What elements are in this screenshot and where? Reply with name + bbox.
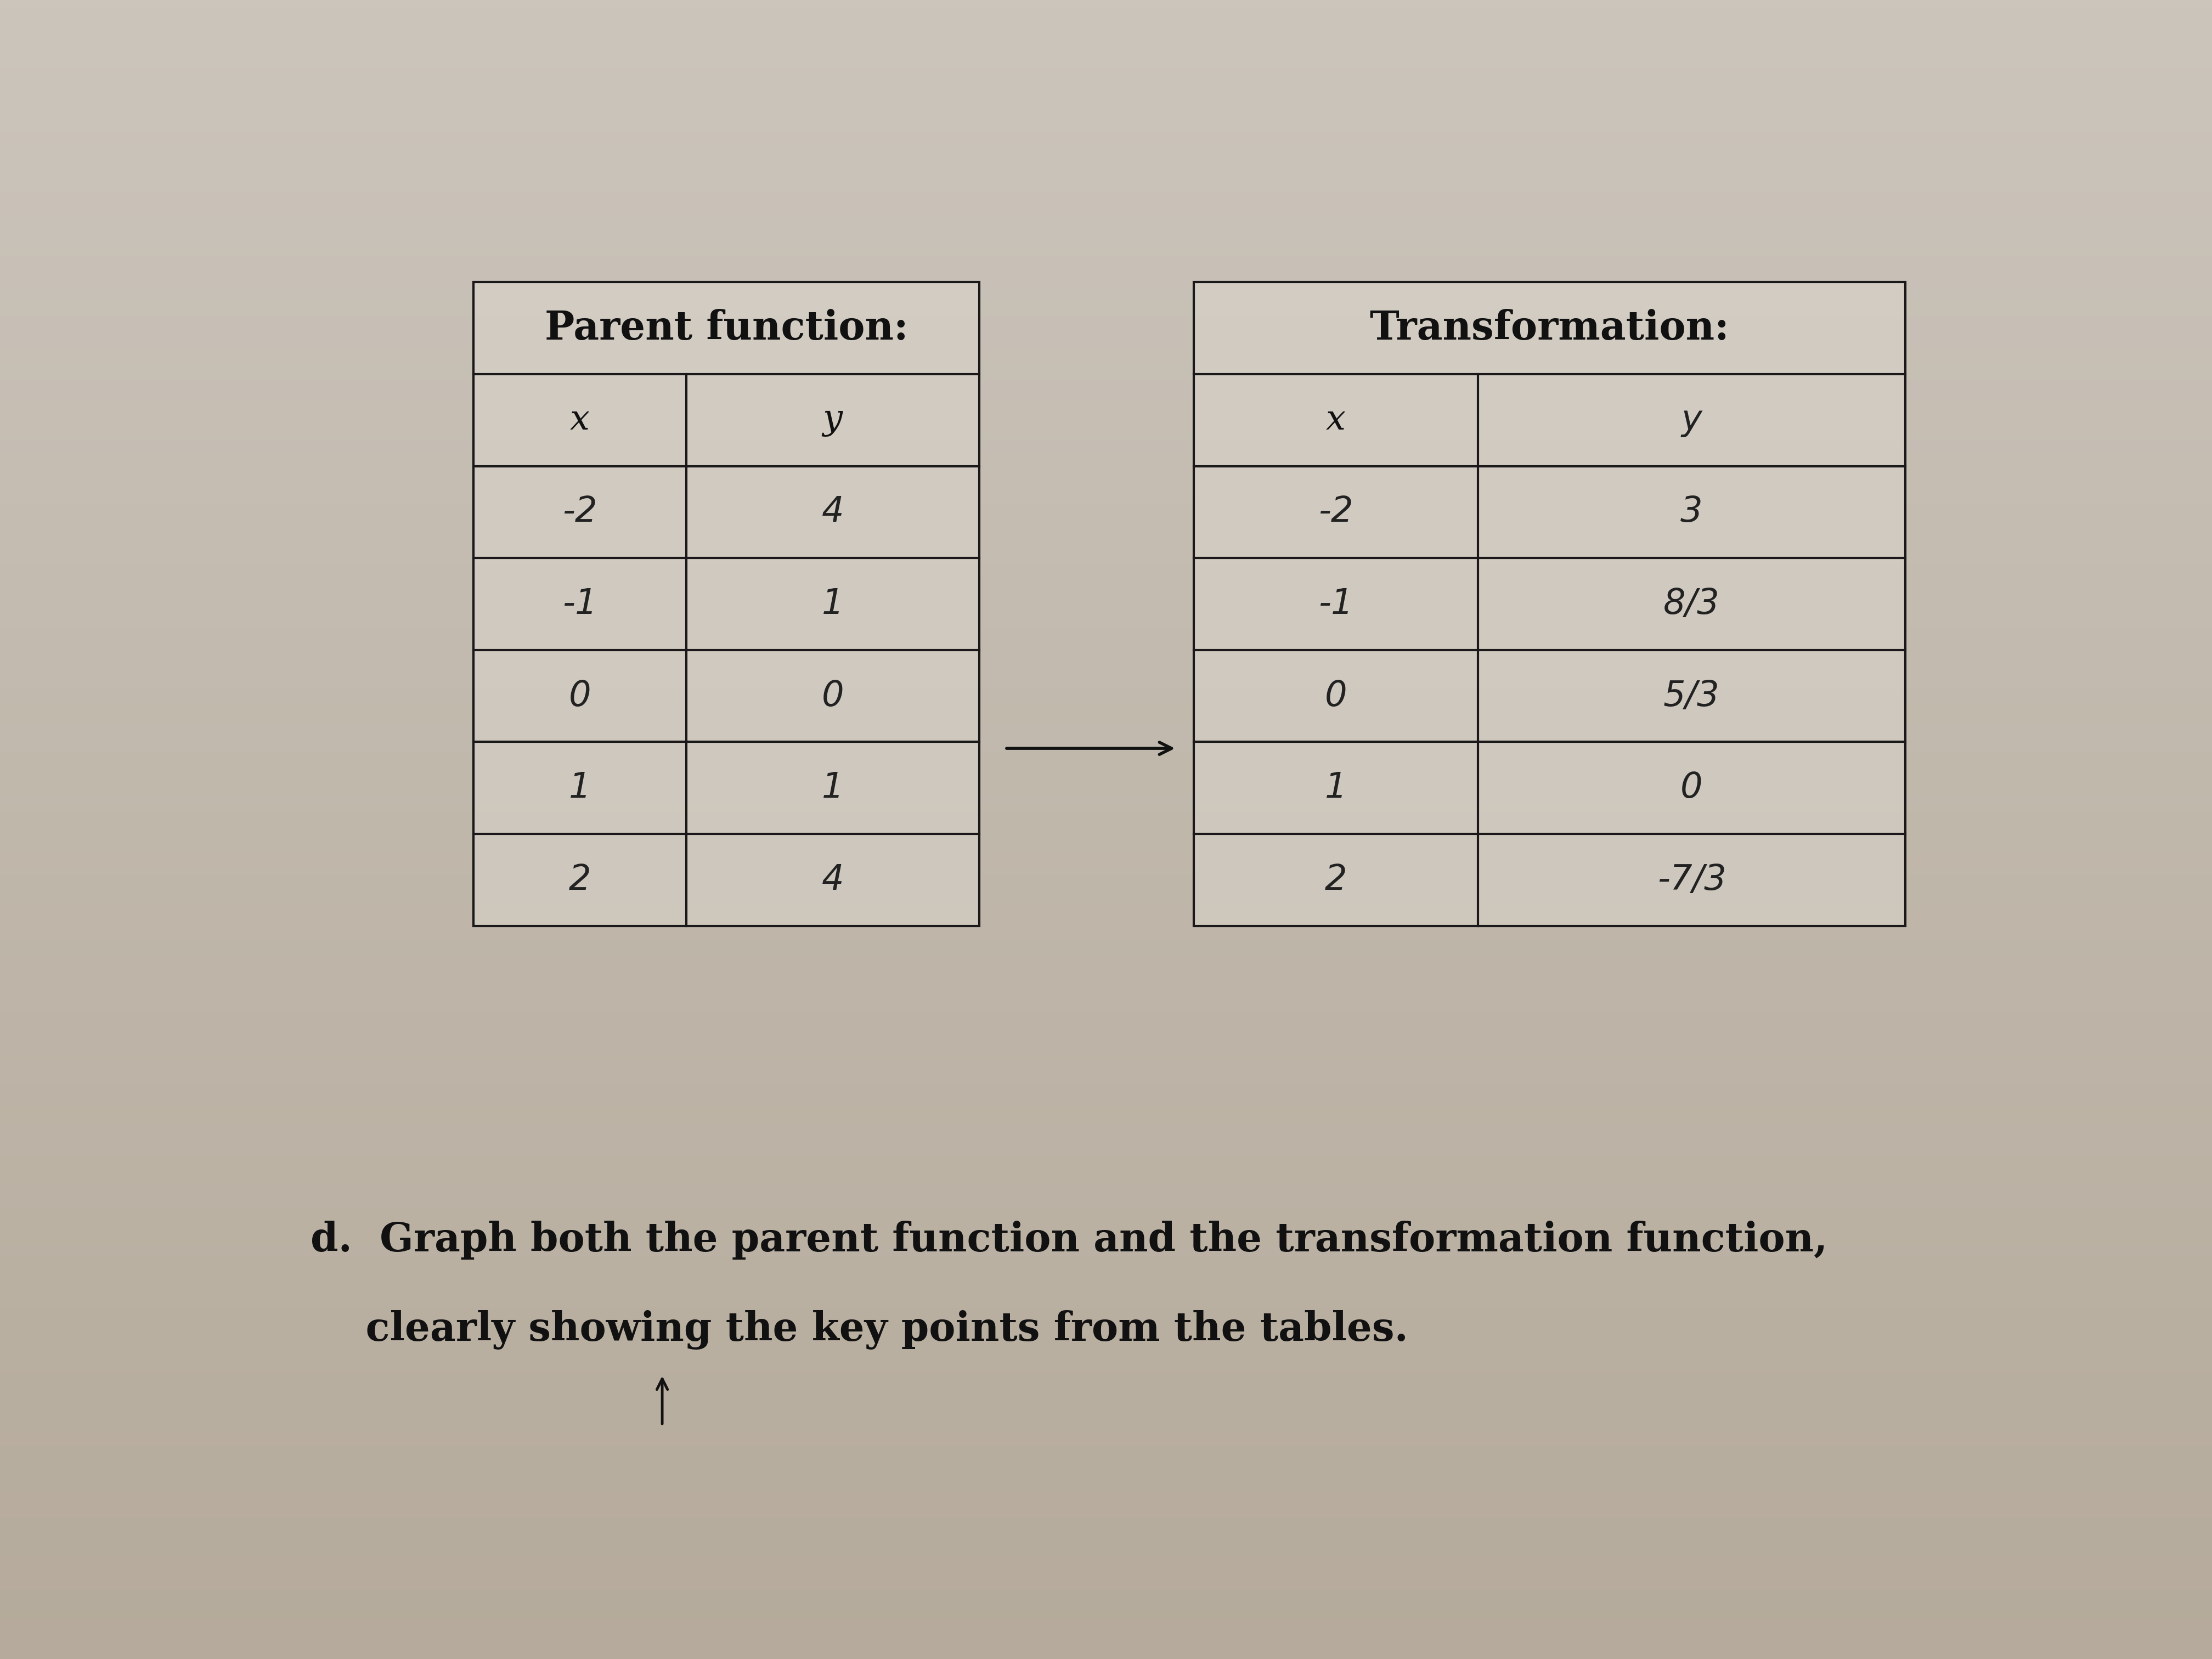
Text: 1: 1 [1325,771,1347,805]
Text: y: y [1681,403,1701,436]
Text: -1: -1 [562,587,597,620]
Text: x: x [1325,403,1345,436]
Text: 3: 3 [1681,494,1703,529]
Bar [473,282,980,926]
Bar [1194,282,1905,926]
Text: Parent function:: Parent function: [544,309,909,348]
Text: 0: 0 [1681,771,1703,805]
Text: 5/3: 5/3 [1663,679,1721,713]
Text: clearly showing the key points from the tables.: clearly showing the key points from the … [310,1311,1409,1349]
Text: Transformation:: Transformation: [1369,309,1730,348]
Text: -2: -2 [562,494,597,529]
Text: 1: 1 [821,587,843,620]
Text: 2: 2 [568,863,591,898]
Text: 0: 0 [1325,679,1347,713]
Text: x: x [571,403,591,436]
Bar [473,282,980,926]
Text: 0: 0 [568,679,591,713]
Text: -7/3: -7/3 [1657,863,1725,898]
Text: 8/3: 8/3 [1663,587,1721,620]
Text: -1: -1 [1318,587,1354,620]
Text: 1: 1 [821,771,843,805]
Text: 1: 1 [568,771,591,805]
Text: y: y [823,403,843,436]
Text: 4: 4 [821,494,843,529]
Text: 2: 2 [1325,863,1347,898]
Text: -2: -2 [1318,494,1354,529]
Text: 4: 4 [821,863,843,898]
Text: 0: 0 [821,679,843,713]
Text: d.  Graph both the parent function and the transformation function,: d. Graph both the parent function and th… [310,1221,1827,1259]
Bar [1194,282,1905,926]
